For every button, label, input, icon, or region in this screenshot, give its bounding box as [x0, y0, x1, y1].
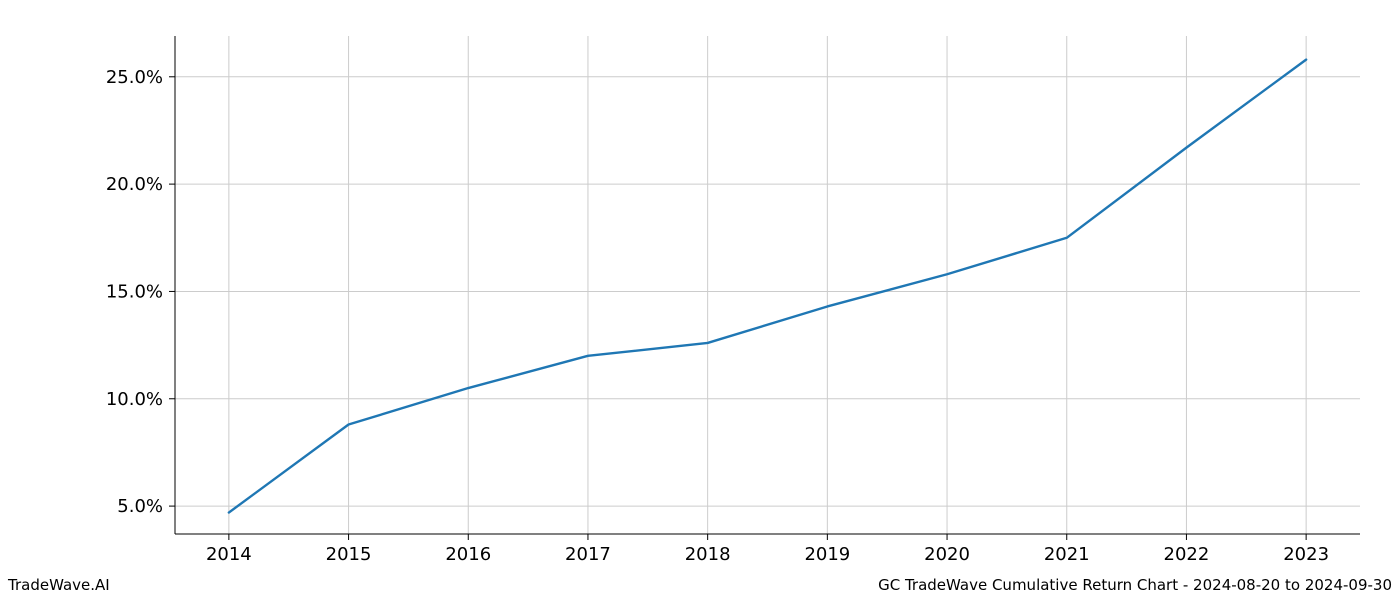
x-tick-label: 2020: [924, 544, 970, 565]
y-tick-label: 25.0%: [106, 67, 163, 88]
chart-container: 2014 2015 2016 2017 2018 2019 2020 2021 2022 2023…: [0, 0, 1400, 600]
x-tick-label: 2015: [326, 544, 372, 565]
x-tick-label: 2018: [685, 544, 731, 565]
y-tick-label: 20.0%: [106, 174, 163, 195]
footer-right-text: GC TradeWave Cumulative Return Chart - 2…: [878, 576, 1392, 594]
y-tick-label: 5.0%: [117, 496, 163, 517]
line-chart: 2014 2015 2016 2017 2018 2019 2020 2021 2022 2023…: [0, 0, 1400, 600]
x-tick-label: 2014: [206, 544, 252, 565]
x-tick-label: 2023: [1283, 544, 1329, 565]
y-tick-label: 10.0%: [106, 389, 163, 410]
y-tick-label: 15.0%: [106, 281, 163, 302]
x-tick-label: 2022: [1164, 544, 1210, 565]
x-tick-label: 2021: [1044, 544, 1090, 565]
x-tick-label: 2019: [804, 544, 850, 565]
x-tick-label: 2017: [565, 544, 611, 565]
x-tick-label: 2016: [445, 544, 491, 565]
footer-left-text: TradeWave.AI: [8, 576, 110, 594]
